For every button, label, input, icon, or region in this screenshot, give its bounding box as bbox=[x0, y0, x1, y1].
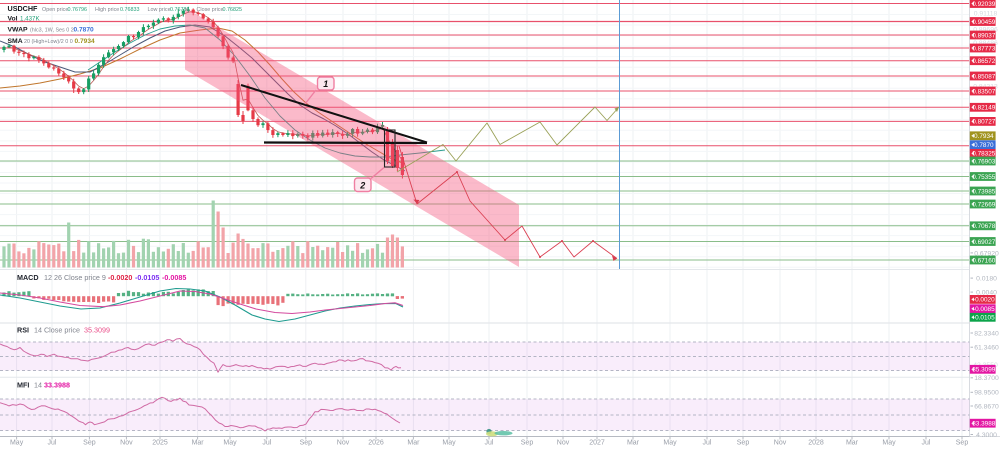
svg-text:Sep: Sep bbox=[956, 440, 969, 447]
svg-text:0.90459: 0.90459 bbox=[972, 19, 996, 26]
svg-text:0.76786: 0.76786 bbox=[170, 7, 190, 13]
svg-text:High price: High price bbox=[95, 7, 119, 13]
svg-text:Jul: Jul bbox=[703, 440, 712, 447]
svg-text:0.88486: 0.88486 bbox=[973, 40, 998, 47]
svg-text:35.3099: 35.3099 bbox=[84, 326, 110, 335]
svg-text:Nov: Nov bbox=[120, 440, 133, 447]
svg-text:Mar: Mar bbox=[192, 440, 205, 447]
svg-text:Mar: Mar bbox=[627, 440, 640, 447]
svg-text:Nov: Nov bbox=[557, 440, 570, 447]
svg-text:Jul: Jul bbox=[48, 440, 57, 447]
svg-text:2: 2 bbox=[359, 180, 365, 190]
svg-text:0.72669: 0.72669 bbox=[972, 201, 996, 208]
svg-text:May: May bbox=[882, 440, 896, 447]
svg-text:14 Close price: 14 Close price bbox=[34, 326, 80, 335]
svg-text:Open price: Open price bbox=[42, 7, 68, 13]
svg-text:0.75355: 0.75355 bbox=[972, 174, 996, 181]
svg-text:20 (High+Low)/2 0 0: 20 (High+Low)/2 0 0 bbox=[24, 39, 73, 45]
svg-text:Sep: Sep bbox=[83, 440, 96, 447]
svg-text:Jul: Jul bbox=[922, 440, 931, 447]
svg-text:-0.0020: -0.0020 bbox=[973, 297, 995, 304]
svg-text:0.76833: 0.76833 bbox=[120, 7, 140, 13]
svg-text:0.67160: 0.67160 bbox=[972, 257, 996, 264]
svg-text:1.437K: 1.437K bbox=[20, 15, 40, 22]
svg-text:0.89696: 0.89696 bbox=[973, 26, 998, 33]
svg-text:2025: 2025 bbox=[152, 440, 168, 447]
svg-text:35.3099: 35.3099 bbox=[972, 367, 996, 374]
svg-text:0.83507: 0.83507 bbox=[972, 88, 996, 95]
svg-text:-0.0085: -0.0085 bbox=[162, 273, 186, 282]
svg-text:MACD: MACD bbox=[17, 273, 39, 282]
svg-text:Mar: Mar bbox=[846, 440, 859, 447]
svg-text:61.3460: 61.3460 bbox=[974, 345, 999, 352]
svg-text:0.87773: 0.87773 bbox=[972, 45, 996, 52]
svg-text:May: May bbox=[223, 440, 237, 447]
svg-text:SMA: SMA bbox=[8, 38, 23, 45]
svg-text:14: 14 bbox=[34, 381, 42, 390]
svg-text:RSI: RSI bbox=[17, 326, 29, 335]
svg-text:82.3340: 82.3340 bbox=[974, 330, 999, 337]
svg-text:0.89037: 0.89037 bbox=[972, 32, 996, 39]
svg-text:Nov: Nov bbox=[337, 440, 350, 447]
svg-text:1: 1 bbox=[323, 79, 328, 89]
svg-text:12 26 Close price 9: 12 26 Close price 9 bbox=[44, 273, 106, 282]
svg-text:Jul: Jul bbox=[485, 440, 494, 447]
svg-text:-0.0020: -0.0020 bbox=[108, 273, 132, 282]
svg-text:0.80727: 0.80727 bbox=[972, 119, 996, 126]
svg-text:-0.0105: -0.0105 bbox=[973, 315, 995, 322]
svg-text:MFI: MFI bbox=[17, 381, 29, 390]
svg-text:(hlc3, 1W, Ses 0 2: (hlc3, 1W, Ses 0 2 bbox=[30, 27, 74, 33]
svg-text:Nov: Nov bbox=[774, 440, 787, 447]
svg-text:0.76903: 0.76903 bbox=[972, 158, 996, 165]
svg-text:-0.0085: -0.0085 bbox=[973, 306, 995, 313]
svg-text:Vol: Vol bbox=[8, 15, 18, 22]
svg-text:0.73985: 0.73985 bbox=[972, 188, 996, 195]
svg-text:0.7870: 0.7870 bbox=[974, 142, 994, 149]
svg-text:0.69027: 0.69027 bbox=[972, 239, 996, 246]
svg-text:66.8670: 66.8670 bbox=[974, 403, 999, 410]
svg-text:0.67920: 0.67920 bbox=[974, 250, 999, 257]
svg-text:0.78325: 0.78325 bbox=[972, 151, 996, 158]
svg-text:0.76796: 0.76796 bbox=[68, 7, 88, 13]
svg-text:Close price: Close price bbox=[197, 7, 224, 13]
svg-text:98.9500: 98.9500 bbox=[974, 390, 999, 397]
svg-text:0.70678: 0.70678 bbox=[972, 223, 996, 230]
svg-text:0.0180: 0.0180 bbox=[976, 276, 997, 283]
svg-text:USDCHF: USDCHF bbox=[8, 4, 39, 13]
svg-text:0.7934: 0.7934 bbox=[974, 133, 994, 140]
svg-text:0.0040: 0.0040 bbox=[976, 290, 997, 297]
svg-text:0.91118: 0.91118 bbox=[974, 10, 998, 17]
svg-text:2028: 2028 bbox=[808, 440, 824, 447]
svg-text:0.82149: 0.82149 bbox=[972, 105, 996, 112]
svg-text:0.86572: 0.86572 bbox=[972, 58, 996, 65]
svg-text:0.7870: 0.7870 bbox=[74, 26, 95, 33]
svg-text:-0.0105: -0.0105 bbox=[135, 273, 159, 282]
svg-text:VWAP: VWAP bbox=[8, 26, 28, 33]
svg-text:Jul: Jul bbox=[262, 440, 271, 447]
svg-text:33.3988: 33.3988 bbox=[44, 381, 70, 390]
svg-text:2027: 2027 bbox=[589, 440, 605, 447]
svg-text:Mar: Mar bbox=[407, 440, 420, 447]
svg-text:0.7934: 0.7934 bbox=[75, 38, 96, 45]
svg-text:0.76825: 0.76825 bbox=[223, 7, 243, 13]
svg-text:33.3988: 33.3988 bbox=[972, 421, 996, 428]
svg-text:Sep: Sep bbox=[737, 440, 750, 447]
svg-text:May: May bbox=[442, 440, 456, 447]
svg-text:0.85087: 0.85087 bbox=[972, 73, 996, 80]
svg-text:May: May bbox=[10, 440, 24, 447]
svg-text:18.3700: 18.3700 bbox=[974, 375, 999, 382]
svg-text:Sep: Sep bbox=[521, 440, 534, 447]
svg-text:2026: 2026 bbox=[368, 440, 384, 447]
svg-text:Sep: Sep bbox=[300, 440, 313, 447]
svg-text:Low price: Low price bbox=[148, 7, 171, 13]
svg-text:May: May bbox=[663, 440, 677, 447]
svg-text:0.92039: 0.92039 bbox=[972, 1, 996, 8]
svg-text:4.3000: 4.3000 bbox=[976, 432, 997, 439]
